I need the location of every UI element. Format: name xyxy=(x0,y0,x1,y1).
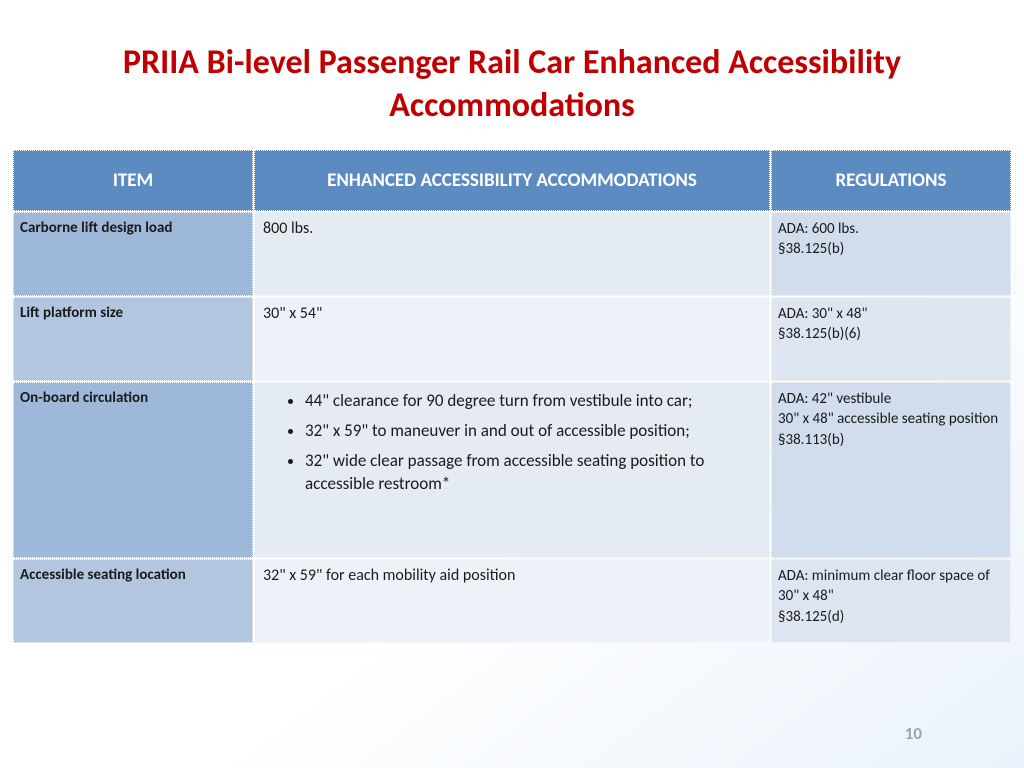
cell-regulations: ADA: 42" vestibule30" x 48" accessible s… xyxy=(771,382,1011,558)
accommodations-table: ITEM ENHANCED ACCESSIBILITY ACCOMMODATIO… xyxy=(12,149,1012,644)
table-header-row: ITEM ENHANCED ACCESSIBILITY ACCOMMODATIO… xyxy=(13,150,1011,211)
cell-accommodations: 32" x 59" for each mobility aid position xyxy=(254,559,770,643)
cell-accommodations: 44" clearance for 90 degree turn from ve… xyxy=(254,382,770,558)
cell-item: On-board circulation xyxy=(13,382,253,558)
cell-regulations: ADA: 600 lbs.§38.125(b) xyxy=(771,212,1011,296)
cell-item: Lift platform size xyxy=(13,297,253,381)
cell-item: Accessible seating location xyxy=(13,559,253,643)
cell-regulations: ADA: 30" x 48"§38.125(b)(6) xyxy=(771,297,1011,381)
table-row: On-board circulation 44" clearance for 9… xyxy=(13,382,1011,558)
bullet-item: 32" wide clear passage from accessible s… xyxy=(305,449,753,503)
table-row: Carborne lift design load 800 lbs. ADA: … xyxy=(13,212,1011,296)
cell-regulations: ADA: minimum clear floor space of 30" x … xyxy=(771,559,1011,643)
cell-accommodations: 800 lbs. xyxy=(254,212,770,296)
acc-text: 30" x 54" xyxy=(261,304,761,323)
acc-text: 32" x 59" for each mobility aid position xyxy=(261,566,761,585)
bullet-item: 32" x 59" to maneuver in and out of acce… xyxy=(305,419,753,449)
acc-bullets: 44" clearance for 90 degree turn from ve… xyxy=(261,389,761,502)
cell-item: Carborne lift design load xyxy=(13,212,253,296)
cell-accommodations: 30" x 54" xyxy=(254,297,770,381)
header-item: ITEM xyxy=(13,150,253,211)
page-number: 10 xyxy=(905,723,922,744)
slide-title: PRIIA Bi-level Passenger Rail Car Enhanc… xyxy=(0,0,1024,149)
header-accommodations: ENHANCED ACCESSIBILITY ACCOMMODATIONS xyxy=(254,150,770,211)
table-row: Accessible seating location 32" x 59" fo… xyxy=(13,559,1011,643)
acc-text: 800 lbs. xyxy=(261,219,761,238)
table-row: Lift platform size 30" x 54" ADA: 30" x … xyxy=(13,297,1011,381)
bullet-item: 44" clearance for 90 degree turn from ve… xyxy=(305,389,753,419)
header-regulations: REGULATIONS xyxy=(771,150,1011,211)
